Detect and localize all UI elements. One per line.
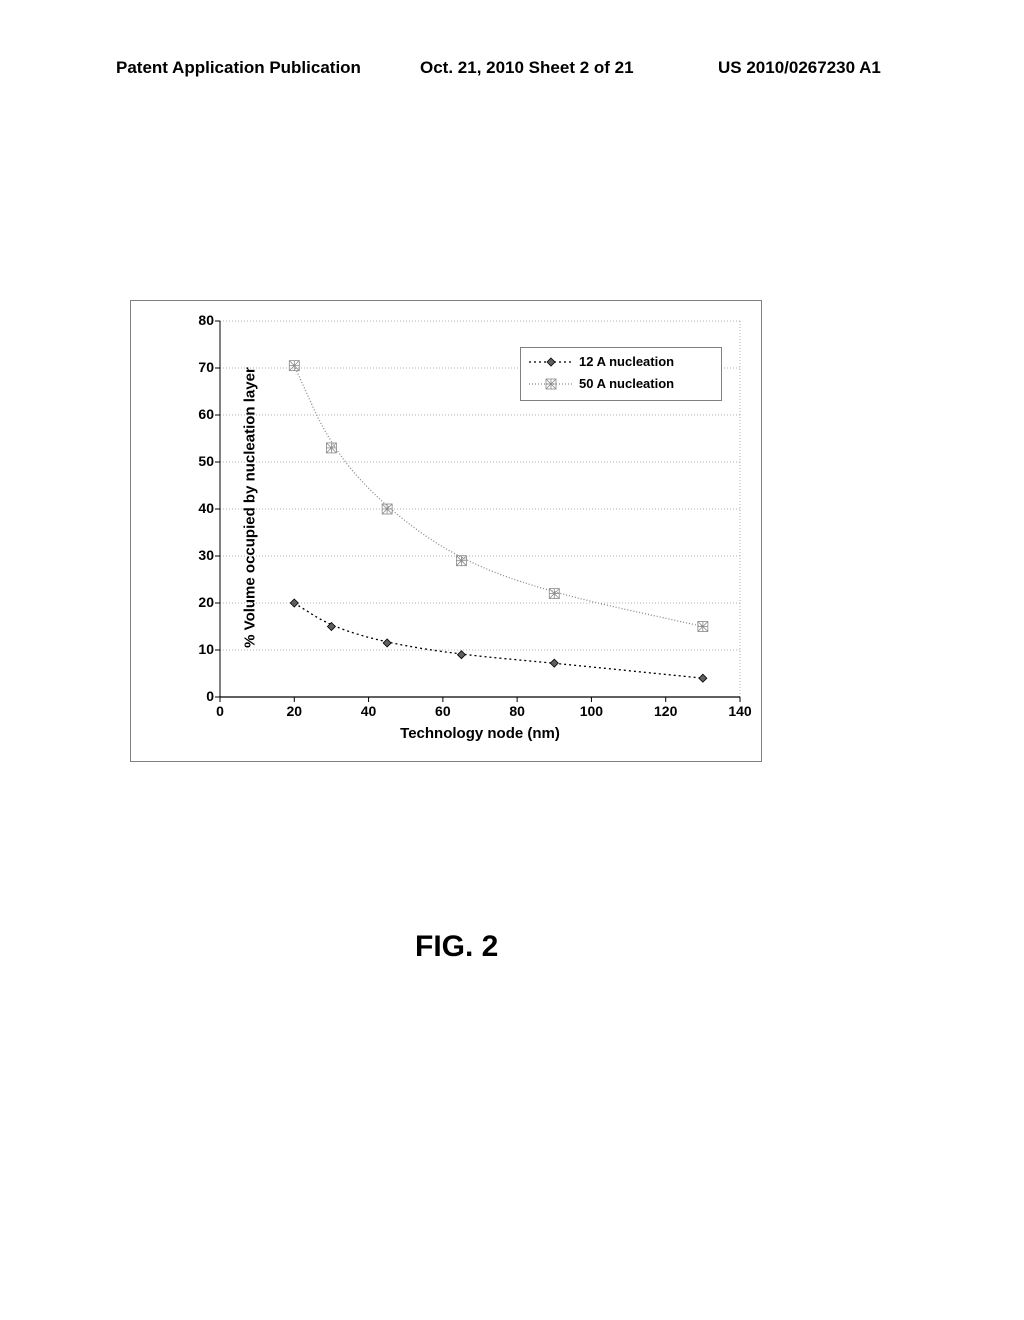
data-marker [456,556,466,566]
data-marker [699,674,707,682]
y-axis-title: % Volume occupied by nucleation layer [242,358,259,658]
x-tick-label: 0 [200,703,240,719]
y-tick-label: 0 [186,688,214,704]
header-left: Patent Application Publication [116,58,361,78]
data-marker [382,504,392,514]
header-right: US 2010/0267230 A1 [718,58,881,78]
page-header: Patent Application Publication Oct. 21, … [0,58,1024,88]
y-tick-label: 20 [186,594,214,610]
y-tick-label: 10 [186,641,214,657]
data-marker [698,622,708,632]
data-marker [550,659,558,667]
data-marker [326,443,336,453]
legend-label: 12 A nucleation [579,354,674,369]
legend-label: 50 A nucleation [579,376,674,391]
y-tick-label: 50 [186,453,214,469]
data-marker [289,361,299,371]
y-tick-label: 40 [186,500,214,516]
x-tick-label: 100 [571,703,611,719]
x-tick-label: 20 [274,703,314,719]
legend-box: 12 A nucleation 50 A nucleation [520,347,722,401]
y-tick-label: 60 [186,406,214,422]
plot-area: 12 A nucleation 50 A nucleation [220,321,740,697]
x-tick-label: 140 [720,703,760,719]
data-marker [383,639,391,647]
legend-entry: 12 A nucleation [529,354,674,369]
y-tick-label: 70 [186,359,214,375]
legend-swatch [529,377,573,391]
legend-entry: 50 A nucleation [529,376,674,391]
data-marker [457,651,465,659]
x-axis-title: Technology node (nm) [380,725,580,742]
x-tick-label: 120 [646,703,686,719]
legend-swatch [529,355,573,369]
figure-caption: FIG. 2 [415,930,498,964]
y-tick-label: 80 [186,312,214,328]
x-tick-label: 80 [497,703,537,719]
data-marker [549,589,559,599]
x-tick-label: 60 [423,703,463,719]
data-marker [290,599,298,607]
y-tick-label: 30 [186,547,214,563]
header-center: Oct. 21, 2010 Sheet 2 of 21 [420,58,634,78]
x-tick-label: 40 [349,703,389,719]
